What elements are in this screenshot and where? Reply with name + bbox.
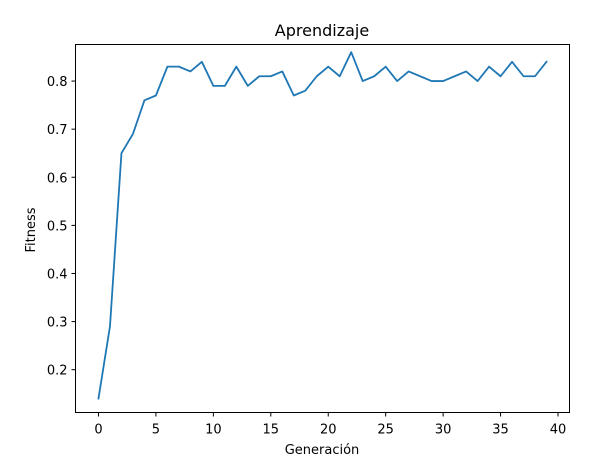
x-tick-label: 30 <box>435 423 452 438</box>
y-tick-label: 0.6 <box>47 171 68 186</box>
chart-title: Aprendizaje <box>275 21 369 40</box>
x-axis-ticks: 0 5 10 15 20 25 30 35 40 <box>94 412 567 438</box>
y-tick-label: 0.2 <box>47 364 68 379</box>
plot-area-frame <box>75 44 570 413</box>
x-tick-label: 5 <box>152 423 160 438</box>
y-tick-label: 0.4 <box>47 267 68 282</box>
x-tick-label: 10 <box>205 423 222 438</box>
x-tick-label: 15 <box>263 423 280 438</box>
x-tick-label: 35 <box>492 423 509 438</box>
y-tick-label: 0.5 <box>47 219 68 234</box>
y-tick-label: 0.7 <box>47 123 68 138</box>
x-tick-label: 25 <box>377 423 394 438</box>
series-layer <box>97 51 548 400</box>
x-axis-title: Generación <box>285 443 360 458</box>
x-tick-label: 40 <box>550 423 567 438</box>
y-axis-ticks: 0.2 0.3 0.4 0.5 0.6 0.7 0.8 <box>47 75 76 379</box>
y-axis-title: Fitness <box>24 207 39 252</box>
x-tick-label: 0 <box>94 423 102 438</box>
y-tick-label: 0.8 <box>47 75 68 90</box>
series-line <box>97 51 548 400</box>
y-tick-label: 0.3 <box>47 316 68 331</box>
x-tick-label: 20 <box>320 423 337 438</box>
